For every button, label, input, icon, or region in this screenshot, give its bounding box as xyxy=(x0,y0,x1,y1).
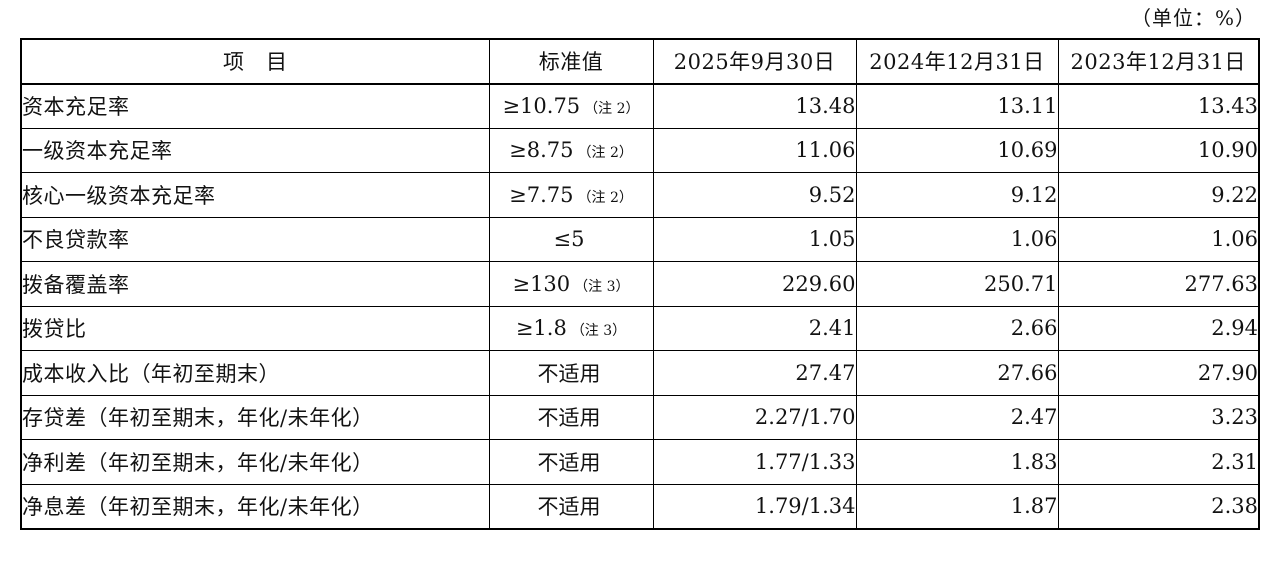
value-cell-2025: 229.60 xyxy=(652,261,857,307)
standard-value: ≤5 xyxy=(553,227,585,252)
value-cell-2024: 13.11 xyxy=(855,83,1059,129)
value-cell-2023: 9.22 xyxy=(1057,172,1260,218)
item-cell: 净利差（年初至期末，年化/未年化） xyxy=(20,439,490,485)
standard-value: ≥1.8 xyxy=(515,316,567,341)
value-cell-2023: 277.63 xyxy=(1057,261,1260,307)
standard-value: 不适用 xyxy=(537,361,601,386)
value-cell-2024: 250.71 xyxy=(855,261,1059,307)
column-header-standard: 标准值 xyxy=(488,38,654,85)
value-cell-2023: 2.31 xyxy=(1057,439,1260,485)
value-cell-2025: 13.48 xyxy=(652,83,857,129)
table-row: 一级资本充足率 ≥8.75 （注 2） 11.06 10.69 10.90 xyxy=(20,127,1260,173)
value-cell-2024: 2.47 xyxy=(855,394,1059,440)
item-cell: 净息差（年初至期末，年化/未年化） xyxy=(20,483,490,529)
column-header-date-2023: 2023年12月31日 xyxy=(1057,38,1260,85)
value-cell-2025: 27.47 xyxy=(652,350,857,396)
item-cell: 核心一级资本充足率 xyxy=(20,172,490,218)
standard-value: 不适用 xyxy=(537,450,601,475)
standard-note: （注 3） xyxy=(570,323,627,340)
table-header-row: 项 目 标准值 2025年9月30日 2024年12月31日 2023年12月3… xyxy=(20,38,1260,85)
table-body: 资本充足率 ≥10.75 （注 2） 13.48 13.11 13.43 一级资本… xyxy=(20,83,1260,529)
item-cell: 成本收入比（年初至期末） xyxy=(20,350,490,396)
standard-value-cell: 不适用 xyxy=(488,394,654,440)
value-cell-2023: 27.90 xyxy=(1057,350,1260,396)
column-header-date-2024: 2024年12月31日 xyxy=(855,38,1059,85)
table-row: 成本收入比（年初至期末） 不适用 27.47 27.66 27.90 xyxy=(20,350,1260,396)
standard-value-cell: 不适用 xyxy=(488,350,654,396)
item-cell: 一级资本充足率 xyxy=(20,127,490,173)
table-row: 不良贷款率 ≤5 1.05 1.06 1.06 xyxy=(20,216,1260,262)
value-cell-2025: 1.77/1.33 xyxy=(652,439,857,485)
financial-indicators-table: 项 目 标准值 2025年9月30日 2024年12月31日 2023年12月3… xyxy=(20,38,1260,530)
standard-value-cell: ≥130 （注 3） xyxy=(488,261,654,307)
standard-value-cell: ≥10.75 （注 2） xyxy=(488,83,654,129)
standard-note: （注 2） xyxy=(577,189,633,206)
table-row: 存贷差（年初至期末，年化/未年化） 不适用 2.27/1.70 2.47 3.2… xyxy=(20,394,1260,440)
item-cell: 存贷差（年初至期末，年化/未年化） xyxy=(20,394,490,440)
standard-value-cell: 不适用 xyxy=(488,439,654,485)
standard-value: ≥7.75 xyxy=(509,182,574,207)
standard-note: （注 3） xyxy=(574,278,630,295)
value-cell-2023: 1.06 xyxy=(1057,216,1260,262)
value-cell-2024: 1.06 xyxy=(855,216,1059,262)
standard-value: ≥10.75 xyxy=(502,94,581,118)
standard-value: ≥8.75 xyxy=(509,138,574,163)
value-cell-2023: 10.90 xyxy=(1057,127,1260,173)
standard-note: （注 2） xyxy=(584,101,640,117)
table-header: 项 目 标准值 2025年9月30日 2024年12月31日 2023年12月3… xyxy=(20,38,1260,85)
item-cell: 不良贷款率 xyxy=(20,216,490,262)
table-row: 净利差（年初至期末，年化/未年化） 不适用 1.77/1.33 1.83 2.3… xyxy=(20,439,1260,485)
value-cell-2025: 1.79/1.34 xyxy=(652,483,857,529)
table-row: 资本充足率 ≥10.75 （注 2） 13.48 13.11 13.43 xyxy=(20,83,1260,129)
table-row: 净息差（年初至期末，年化/未年化） 不适用 1.79/1.34 1.87 2.3… xyxy=(20,483,1260,529)
standard-value: 不适用 xyxy=(537,406,601,431)
value-cell-2024: 2.66 xyxy=(855,305,1059,351)
item-cell: 资本充足率 xyxy=(20,83,490,129)
standard-value-cell: 不适用 xyxy=(488,483,654,529)
value-cell-2025: 9.52 xyxy=(652,172,857,218)
column-header-date-2025: 2025年9月30日 xyxy=(652,38,857,85)
table-row: 核心一级资本充足率 ≥7.75 （注 2） 9.52 9.12 9.22 xyxy=(20,172,1260,218)
standard-note: （注 2） xyxy=(577,145,633,162)
value-cell-2023: 2.94 xyxy=(1057,305,1260,351)
unit-label: （单位：%） xyxy=(1130,6,1256,30)
value-cell-2024: 9.12 xyxy=(855,172,1059,218)
value-cell-2025: 1.05 xyxy=(652,216,857,262)
value-cell-2024: 10.69 xyxy=(855,127,1059,173)
table-row: 拨备覆盖率 ≥130 （注 3） 229.60 250.71 277.63 xyxy=(20,261,1260,307)
value-cell-2025: 2.41 xyxy=(652,305,857,351)
standard-value-cell: ≤5 xyxy=(488,216,654,262)
value-cell-2024: 27.66 xyxy=(855,350,1059,396)
value-cell-2025: 2.27/1.70 xyxy=(652,394,857,440)
item-cell: 拨备覆盖率 xyxy=(20,261,490,307)
value-cell-2025: 11.06 xyxy=(652,127,857,173)
value-cell-2023: 2.38 xyxy=(1057,483,1260,529)
standard-value-cell: ≥1.8 （注 3） xyxy=(488,305,654,351)
standard-value: ≥130 xyxy=(512,271,571,296)
value-cell-2024: 1.87 xyxy=(855,483,1059,529)
item-cell: 拨贷比 xyxy=(20,305,490,351)
value-cell-2024: 1.83 xyxy=(855,439,1059,485)
standard-value: 不适用 xyxy=(537,495,601,519)
table-row: 拨贷比 ≥1.8 （注 3） 2.41 2.66 2.94 xyxy=(20,305,1260,351)
standard-value-cell: ≥7.75 （注 2） xyxy=(488,172,654,218)
standard-value-cell: ≥8.75 （注 2） xyxy=(488,127,654,173)
value-cell-2023: 3.23 xyxy=(1057,394,1260,440)
value-cell-2023: 13.43 xyxy=(1057,83,1260,129)
column-header-item: 项 目 xyxy=(20,38,490,85)
